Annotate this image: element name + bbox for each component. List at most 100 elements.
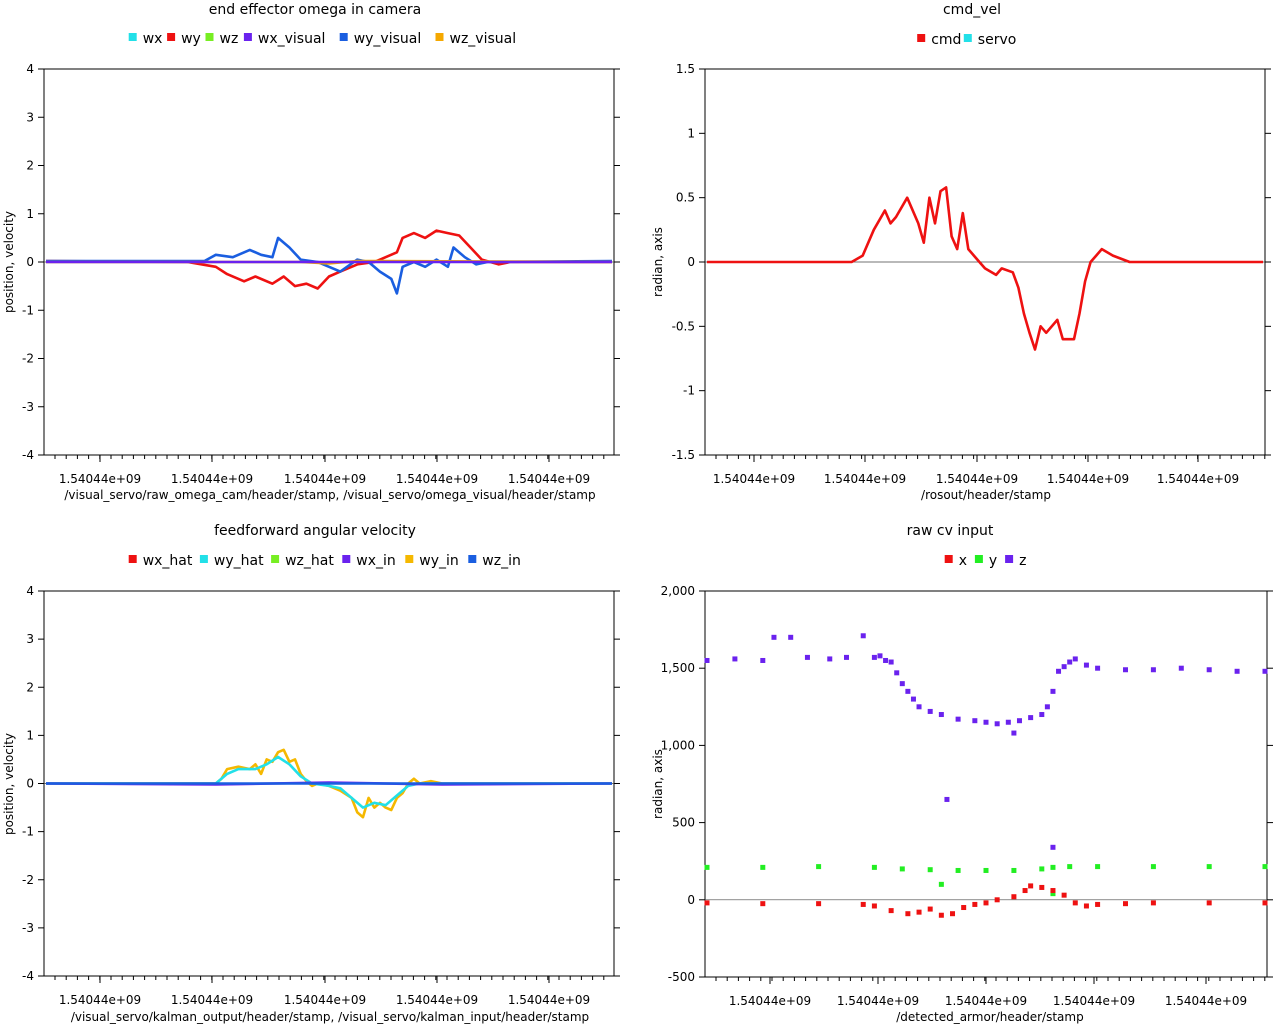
data-point — [938, 881, 944, 887]
data-point — [1022, 888, 1028, 894]
series-x — [704, 883, 1268, 918]
y-tick-label: 0 — [687, 255, 695, 269]
x-tick-label: 1.54044e+09 — [171, 993, 253, 1007]
data-point — [704, 864, 710, 870]
data-point — [888, 659, 894, 665]
data-point — [1039, 866, 1045, 872]
y-tick-label: -500 — [668, 970, 695, 984]
data-point — [927, 867, 933, 873]
data-point — [1206, 864, 1212, 870]
y-tick-label: -2 — [22, 873, 34, 887]
data-point — [877, 653, 883, 659]
series-line-cmd — [707, 186, 1263, 351]
data-point — [1044, 704, 1050, 710]
data-point — [1083, 903, 1089, 909]
plot-area: 1.5 1 0.5 0 -0.5 -1 -1.5 1.54044e+09 1.54044e+09… — [672, 62, 1271, 486]
data-point — [1028, 883, 1034, 889]
legend-label-wz_in: wz_in — [482, 553, 521, 569]
x-axis-label: /visual_servo/raw_omega_cam/header/stamp… — [64, 488, 595, 502]
legend-swatch-x — [944, 555, 953, 563]
data-point — [1005, 719, 1011, 725]
data-point — [944, 796, 950, 802]
data-point — [1123, 901, 1128, 907]
data-point — [860, 901, 866, 907]
data-point — [871, 654, 877, 660]
legend-swatch-wz_in — [468, 555, 477, 563]
legend-swatch-wx_hat — [128, 555, 137, 563]
data-point — [1083, 662, 1089, 668]
y-axis-label: position, velocity — [2, 211, 16, 313]
data-point — [871, 903, 877, 909]
data-point — [1150, 864, 1156, 870]
data-point — [1178, 665, 1184, 671]
y-tick-label: 2 — [26, 680, 34, 694]
x-tick-label: 1.54044e+09 — [284, 472, 366, 486]
legend-swatch-wx — [128, 33, 137, 41]
y-tick-label: -1.5 — [672, 448, 695, 462]
data-point — [1206, 667, 1212, 673]
y-tick-label: 1.5 — [676, 62, 695, 76]
y-axis-label: radian, axis — [651, 749, 665, 819]
legend-label-cmd: cmd — [931, 32, 961, 48]
legend-swatch-wz_hat — [271, 555, 280, 563]
legend-label-wx_visual: wx_visual — [258, 31, 326, 47]
chart-legend: x y z — [944, 553, 1026, 569]
y-tick-label: -1 — [683, 384, 695, 398]
y-tick-label: -3 — [22, 400, 34, 414]
y-tick-label: 1 — [687, 126, 695, 140]
data-point — [983, 900, 989, 906]
data-point — [888, 908, 894, 914]
legend-swatch-wy_visual — [339, 33, 348, 41]
x-tick-label: 1.54044e+09 — [936, 472, 1018, 486]
plot-area: 2,000 1,500 1,000 500 0 -500 1.54044e+09 1.5404… — [661, 584, 1273, 1008]
x-tick-label: 1.54044e+09 — [1053, 994, 1135, 1008]
y-tick-label: 4 — [26, 584, 34, 598]
y-tick-label: 0 — [26, 255, 34, 269]
data-point — [899, 866, 905, 872]
legend-swatch-wy_in — [405, 555, 414, 563]
legend-swatch-cmd — [917, 34, 926, 42]
chart-panel-raw-cv-input: raw cv input x y z 2,000 1,500 1,000 500 0 -500… — [651, 523, 1273, 1024]
data-point — [1011, 894, 1017, 900]
legend-label-wy: wy — [181, 31, 201, 47]
legend-label-z: z — [1019, 553, 1026, 569]
data-point — [955, 867, 961, 873]
data-point — [1072, 900, 1078, 906]
data-point — [1061, 892, 1067, 898]
data-point — [1039, 884, 1045, 890]
data-point — [1061, 664, 1067, 670]
data-point — [916, 704, 922, 710]
y-tick-label: 1 — [26, 207, 34, 221]
legend-swatch-wx_visual — [243, 33, 252, 41]
y-tick-label: 3 — [26, 632, 34, 646]
x-axis-label: /detected_armor/header/stamp — [896, 1010, 1083, 1024]
legend-label-wy_visual: wy_visual — [354, 31, 422, 47]
data-point — [1234, 668, 1240, 674]
data-point — [704, 657, 710, 663]
y-tick-label: 0.5 — [676, 191, 695, 205]
series-y — [704, 864, 1268, 897]
data-point — [983, 719, 989, 725]
data-point — [983, 867, 989, 873]
legend-swatch-wz — [205, 33, 214, 41]
legend-swatch-wx_in — [342, 555, 351, 563]
x-tick-label: 1.54044e+09 — [508, 472, 590, 486]
data-point — [894, 670, 900, 676]
data-point — [905, 688, 911, 694]
data-point — [950, 911, 956, 917]
data-point — [1050, 688, 1056, 694]
chart-legend: cmd servo — [917, 32, 1016, 48]
legend-label-wy_hat: wy_hat — [214, 553, 264, 569]
chart-legend: wx wy wz wx_visual wy_visual wz_visual — [128, 31, 516, 47]
y-tick-label: 500 — [672, 816, 695, 830]
y-tick-label: -4 — [22, 969, 34, 983]
data-point — [1067, 659, 1073, 665]
data-point — [1028, 715, 1034, 721]
y-tick-label: 3 — [26, 110, 34, 124]
data-point — [994, 721, 1000, 727]
chart-panel-cmd-vel: cmd_vel cmd servo 1.5 1 0.5 0 -0.5 -1 -1.5 1.540… — [651, 2, 1271, 502]
data-point — [844, 654, 849, 660]
data-point — [1123, 667, 1128, 673]
x-tick-label: 1.54044e+09 — [284, 993, 366, 1007]
x-tick-label: 1.54044e+09 — [1157, 472, 1239, 486]
